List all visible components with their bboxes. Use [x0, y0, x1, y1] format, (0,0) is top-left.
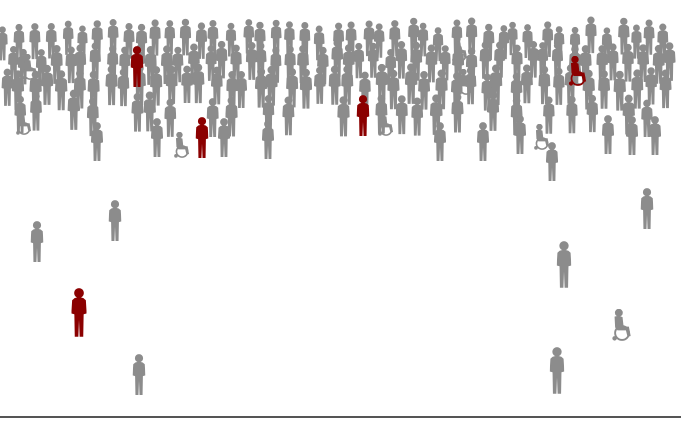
- bottom-rule: [0, 416, 681, 418]
- person-silhouette-icon: [556, 241, 572, 288]
- person-silhouette-icon: [586, 94, 599, 133]
- person-silhouette-icon: [179, 18, 192, 56]
- person-silhouette-icon: [282, 96, 295, 136]
- person-silhouette-icon: [434, 122, 446, 161]
- person-silhouette-icon: [602, 115, 614, 154]
- person-silhouette-icon: [206, 98, 219, 137]
- person-silhouette-icon: [549, 347, 565, 394]
- person-silhouette-icon: [164, 98, 177, 137]
- wheelchair-user-icon: [377, 110, 394, 136]
- person-silhouette-icon: [108, 200, 122, 241]
- person-silhouette-icon: [546, 142, 558, 181]
- person-silhouette-icon: [262, 120, 274, 159]
- person-silhouette-icon: [30, 221, 44, 262]
- person-silhouette-icon: [337, 96, 350, 137]
- person-silhouette-icon: [649, 116, 661, 155]
- person-silhouette-icon: [640, 188, 654, 229]
- wheelchair-user-icon: [21, 54, 38, 80]
- person-silhouette-icon: [395, 95, 408, 135]
- person-silhouette-icon: [0, 26, 8, 61]
- person-silhouette-icon: [645, 67, 657, 105]
- highlighted-person-icon: [71, 288, 87, 337]
- wheelchair-user-icon: [611, 309, 632, 341]
- person-silhouette-icon: [353, 42, 365, 79]
- wheelchair-user-icon: [15, 109, 32, 135]
- person-silhouette-icon: [132, 354, 146, 395]
- person-silhouette-icon: [255, 67, 268, 108]
- highlighted-person-icon: [195, 117, 209, 158]
- wheelchair-user-icon: [173, 132, 190, 158]
- person-silhouette-icon: [477, 122, 489, 161]
